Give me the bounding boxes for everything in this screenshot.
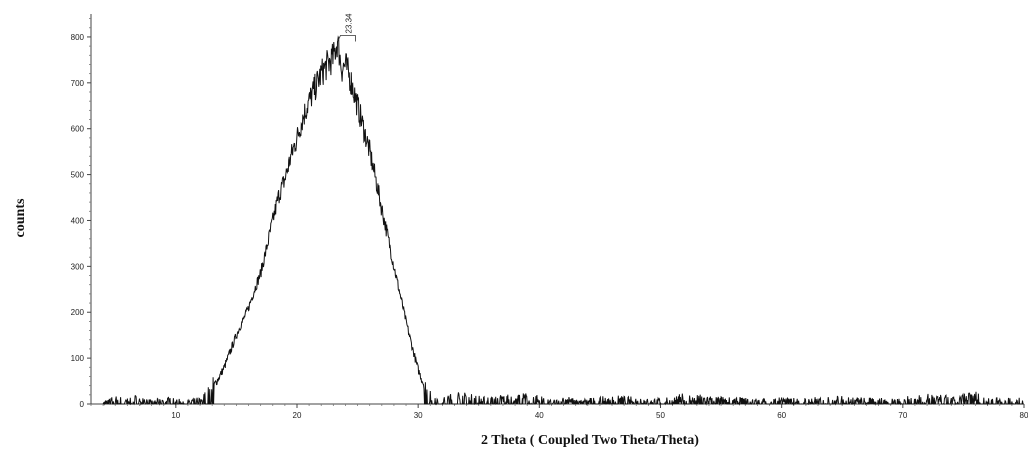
x-tick-label: 40: [535, 411, 544, 420]
y-tick-label: 700: [71, 79, 85, 88]
plot-area: 0 100 200 300 400 500 600 700 800 10 20 30 40 50 60 70 8…: [71, 13, 1028, 420]
x-tick-label: 80: [1020, 411, 1028, 420]
x-tick-label: 20: [293, 411, 302, 420]
x-tick-label: 10: [171, 411, 180, 420]
y-tick-label: 500: [71, 171, 85, 180]
y-tick-label: 300: [71, 262, 85, 271]
x-tick-label: 30: [414, 411, 423, 420]
peak-label: 23.34: [344, 13, 353, 34]
y-tick-label: 100: [71, 354, 85, 363]
y-tick-label: 0: [80, 400, 85, 409]
x-tick-label: 70: [898, 411, 907, 420]
y-tick-label: 400: [71, 216, 85, 225]
x-tick-label: 60: [777, 411, 786, 420]
y-axis-title: counts: [13, 198, 28, 237]
series-line: [102, 35, 1024, 406]
peak-marker: [337, 35, 356, 42]
y-tick-label: 800: [71, 33, 85, 42]
x-tick-label: 50: [656, 411, 665, 420]
y-tick-label: 200: [71, 308, 85, 317]
y-tick-label: 600: [71, 125, 85, 134]
x-axis-title: 2 Theta ( Coupled Two Theta/Theta): [481, 433, 699, 448]
